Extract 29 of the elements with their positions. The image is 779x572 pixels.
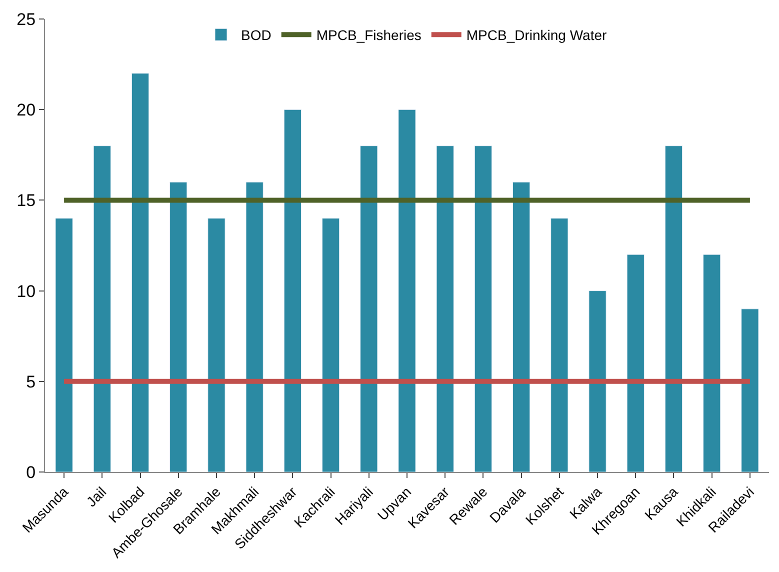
y-tick-label: 15 <box>16 191 36 210</box>
legend-label: MPCB_Fisheries <box>316 27 422 44</box>
x-tick-label: Jail <box>83 484 110 510</box>
bar <box>550 218 568 472</box>
bar <box>170 182 188 472</box>
bar <box>55 218 73 472</box>
bar <box>626 254 644 472</box>
bar <box>703 254 721 472</box>
legend-label: MPCB_Drinking Water <box>466 27 608 44</box>
bar <box>588 290 606 472</box>
y-tick-label: 25 <box>16 10 36 29</box>
legend-label: BOD <box>241 27 272 44</box>
bar <box>741 308 759 472</box>
y-tick-label: 0 <box>26 462 36 482</box>
bar <box>436 146 454 472</box>
y-tick-label: 5 <box>26 372 36 392</box>
y-tick-label: 10 <box>16 282 36 301</box>
bar <box>322 218 340 472</box>
bar <box>93 146 111 472</box>
bar <box>284 109 302 472</box>
bar <box>246 182 264 472</box>
bar <box>131 73 150 472</box>
bar <box>398 109 416 472</box>
y-tick-label: 20 <box>16 100 36 120</box>
bar <box>208 218 226 472</box>
bar <box>474 146 492 472</box>
bar <box>664 146 683 472</box>
bar <box>360 146 378 472</box>
bar <box>512 182 530 472</box>
